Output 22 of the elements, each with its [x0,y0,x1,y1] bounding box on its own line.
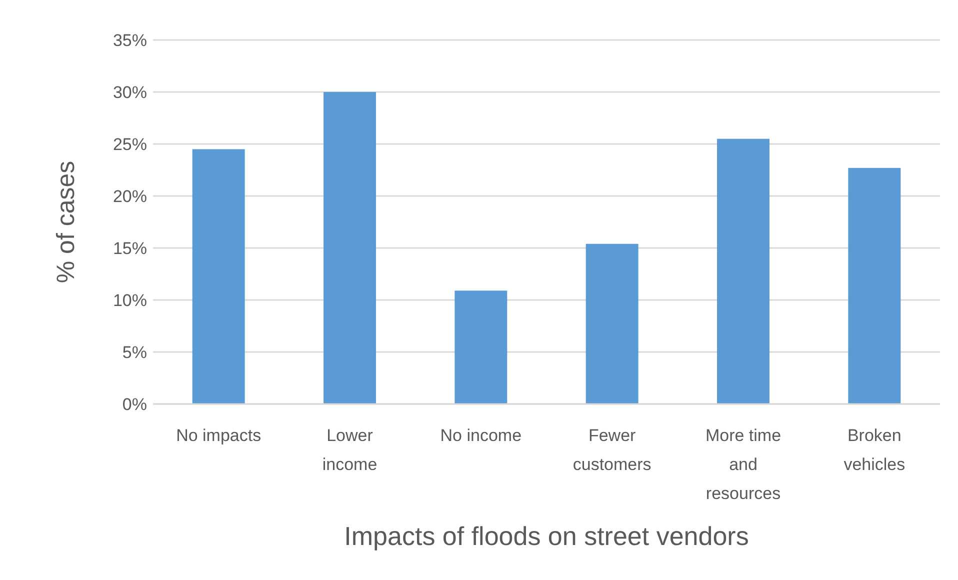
y-tick-label: 20% [112,186,147,206]
y-tick-label: 5% [122,342,147,362]
x-tick-label: Fewer customers [572,426,652,474]
y-tick-label: 10% [112,290,147,310]
x-tick-label: No impacts [176,426,262,445]
bar [324,92,376,404]
bar [454,290,508,404]
y-tick-label: 15% [112,238,147,258]
bar [717,138,770,404]
y-tick-label: 25% [112,134,147,154]
x-axis-title: Impacts of floods on street vendors [344,521,749,551]
x-tick-label: More time and resources [705,426,782,503]
y-tick-label: 35% [112,30,147,50]
bar [586,244,638,404]
y-axis-title: % of cases [52,160,80,284]
bar [848,168,901,404]
x-tick-label: No income [440,426,522,445]
x-tick-label: Lower income [322,426,378,474]
y-tick-label: 30% [112,82,147,102]
y-tick-label: 0% [122,394,147,414]
x-tick-label: Broken vehicles [844,426,906,474]
bar [192,149,245,404]
